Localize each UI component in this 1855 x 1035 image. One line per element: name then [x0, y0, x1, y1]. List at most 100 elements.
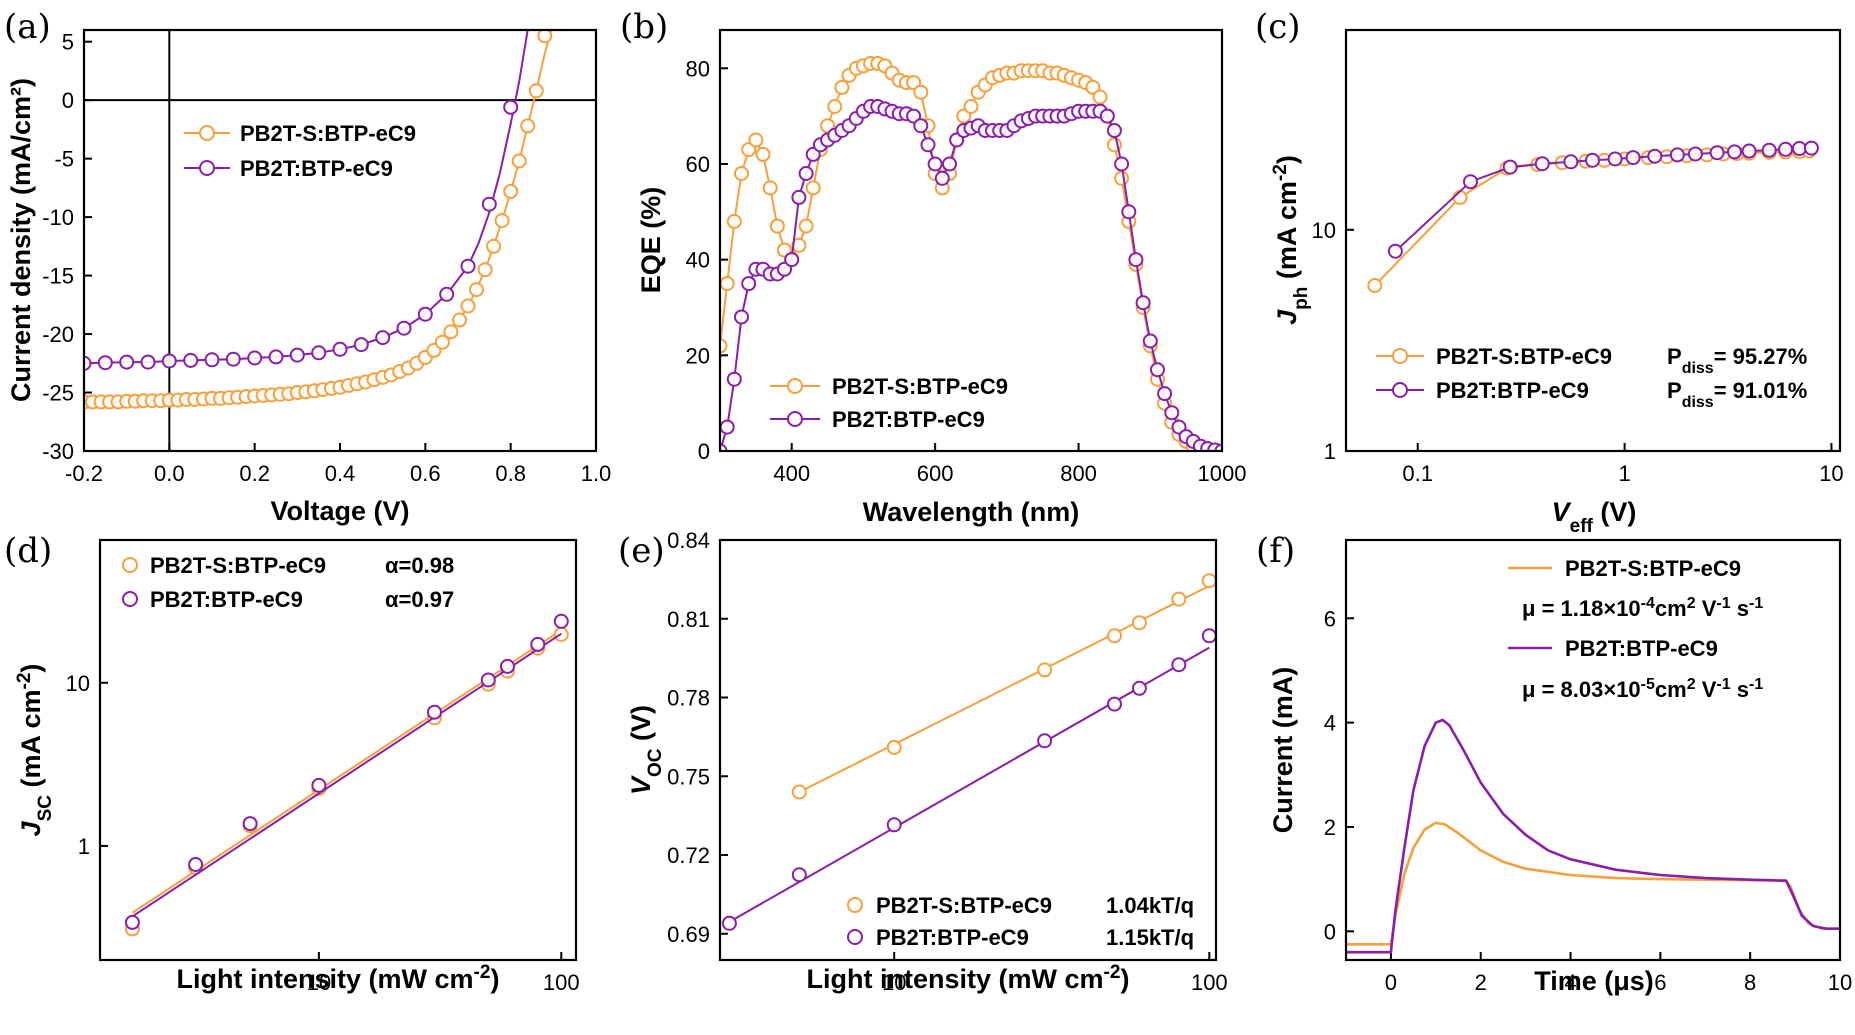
- mobility-unit-exp: 2: [1687, 595, 1696, 612]
- data-point-purple: [480, 672, 496, 688]
- panel-f-y-axis-title: Current (mA): [1268, 667, 1298, 834]
- data-point-orange: [1452, 190, 1468, 205]
- panel-d-plot-area: 10 100 1 10: [66, 613, 580, 995]
- data-point-purple: [886, 817, 902, 833]
- x-tick-label: 10: [1819, 461, 1843, 486]
- x-tick-label: 100: [1191, 970, 1228, 995]
- y-tick-label: 2: [1324, 815, 1336, 840]
- panel-c-jph-veff: (c) 0.1 1 10 1 10 Veff (V) Jph (mA cm-2) PB2…: [1255, 7, 1844, 537]
- data-point-orange: [494, 213, 510, 229]
- pdiss-sub: diss: [1682, 394, 1714, 411]
- data-point-purple: [161, 353, 177, 369]
- panel-e-y-title-unit: (V): [626, 705, 656, 749]
- panel-d-x-axis-title: Light intensity (mW cm-2): [177, 962, 500, 995]
- panel-e-plot-area: 10 100 0.69 0.72 0.75 0.78 0.81 0.84: [667, 528, 1228, 995]
- y-tick-label: -30: [42, 439, 74, 464]
- x-tick-label: 0.2: [239, 461, 270, 486]
- panel-f-label: (f): [1256, 531, 1295, 571]
- series-layer: [84, 30, 553, 410]
- legend-annotation-e-purple: 1.15kT/q: [1106, 925, 1194, 950]
- series-layer: [720, 56, 1222, 451]
- legend-label-b-purple: PB2T:BTP-eC9: [832, 407, 985, 432]
- panel-d-y-axis-title: JSC (mA cm-2): [14, 664, 56, 837]
- data-point-purple: [84, 355, 92, 371]
- data-point-purple: [726, 371, 742, 387]
- data-point-purple: [119, 354, 135, 370]
- data-point-purple: [913, 118, 929, 134]
- panel-e-y-title-main: V: [626, 775, 656, 795]
- data-point-purple: [1585, 152, 1600, 168]
- legend-label-a-orange: PB2T-S:BTP-eC9: [240, 121, 416, 146]
- y-tick-label: 0.78: [667, 686, 710, 711]
- mobility-base: μ = 8.03×10: [1522, 677, 1641, 702]
- data-point-orange: [443, 324, 459, 340]
- panel-e-x-title-main: Light intensity (mW cm: [807, 964, 1104, 994]
- panel-c-y-title-sup: -2: [1270, 164, 1291, 181]
- legend-label-b-orange: PB2T-S:BTP-eC9: [832, 374, 1008, 399]
- data-point-purple: [1150, 362, 1165, 378]
- data-point-orange: [1367, 278, 1383, 293]
- mobility-s: s: [1731, 596, 1749, 621]
- data-point-purple: [1387, 243, 1403, 259]
- data-point-purple: [1778, 141, 1793, 157]
- x-tick-label: 8: [1744, 970, 1756, 995]
- mobility-s: s: [1731, 677, 1749, 702]
- mobility-unit-exp: 2: [1687, 676, 1696, 693]
- panel-c-x-title-sub: eff: [1570, 516, 1594, 537]
- data-point-orange: [720, 338, 728, 354]
- data-point-purple: [353, 337, 369, 353]
- panel-d-y-title-main: J: [16, 820, 46, 836]
- data-point-purple: [1502, 159, 1518, 175]
- y-tick-label: 0.75: [667, 764, 710, 789]
- panel-e-frame: [718, 538, 1218, 962]
- y-tick-label: 60: [686, 152, 710, 177]
- y-tick-label: 1: [1324, 439, 1336, 464]
- panel-f-x-axis-title: Time (μs): [1534, 966, 1654, 996]
- data-point-purple: [1709, 145, 1725, 161]
- data-point-orange: [528, 83, 544, 99]
- y-tick-label: 0.69: [667, 922, 710, 947]
- legend-annotation-f-orange: μ = 1.18×10-4cm2 V-1 s-1: [1522, 595, 1763, 622]
- data-point-purple: [1214, 443, 1222, 451]
- data-point-purple: [460, 258, 476, 274]
- x-tick-label: 1: [1618, 461, 1630, 486]
- data-point-orange: [1131, 615, 1147, 631]
- mobility-exp: -4: [1641, 595, 1655, 612]
- data-point-purple: [720, 419, 735, 435]
- data-point-orange: [805, 180, 821, 196]
- data-point-purple: [140, 354, 156, 370]
- y-tick-label: 0: [62, 88, 74, 113]
- data-point-orange: [503, 183, 519, 199]
- panel-c-y-title-main: J: [1272, 309, 1302, 325]
- data-point-orange: [1201, 573, 1216, 589]
- legend-label-e-orange: PB2T-S:BTP-eC9: [876, 893, 1052, 918]
- data-point-purple: [720, 443, 728, 451]
- y-tick-label: 1: [78, 834, 90, 859]
- mobility-unit: cm: [1655, 677, 1687, 702]
- data-point-orange: [791, 784, 807, 800]
- fit-line-purple: [131, 632, 562, 918]
- panel-a-jv-curves: (a) -0.2 0.0 0.2 0.4 0.6 0.8 1.0 -30 -25 -20 -15 -1…: [4, 7, 611, 526]
- panel-d-y-title-end: ): [16, 664, 46, 673]
- panel-d-y-title-sup: -2: [14, 673, 35, 690]
- y-tick-label: 0.81: [667, 607, 710, 632]
- series-layer: [1367, 140, 1819, 293]
- panel-b-x-axis-title: Wavelength (nm): [863, 497, 1080, 527]
- mobility-v-exp: -1: [1716, 595, 1730, 612]
- panel-a-x-axis-title: Voltage (V): [270, 496, 409, 526]
- data-point-purple: [1463, 174, 1478, 190]
- data-point-purple: [503, 99, 519, 115]
- x-tick-label: 400: [773, 461, 810, 486]
- legend-marker-purple: [122, 591, 138, 607]
- x-tick-label: 1000: [1198, 461, 1247, 486]
- y-tick-label: 80: [686, 56, 710, 81]
- data-point-purple: [417, 306, 433, 322]
- panel-c-y-axis-title: Jph (mA cm-2): [1270, 155, 1312, 325]
- panel-e-x-title-end: ): [1120, 964, 1129, 994]
- legend-annotation-d-orange: α=0.98: [385, 553, 454, 578]
- panel-c-label: (c): [1255, 7, 1301, 47]
- data-point-purple: [1201, 628, 1216, 644]
- data-point-purple: [1131, 680, 1147, 696]
